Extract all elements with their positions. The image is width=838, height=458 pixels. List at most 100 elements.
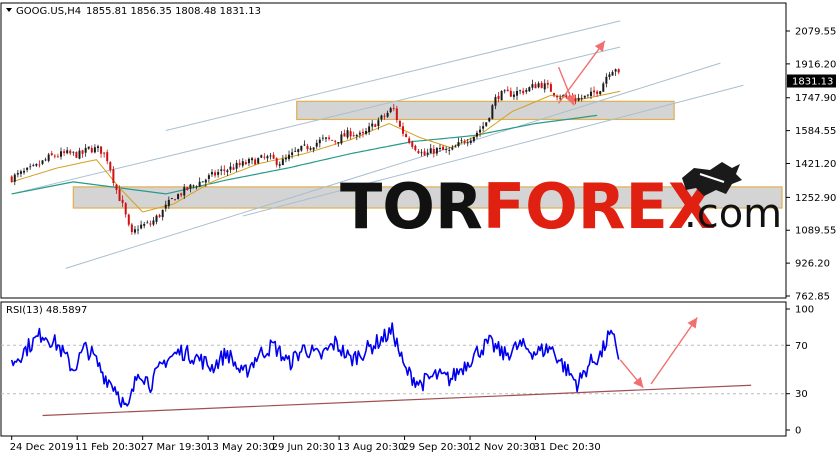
candle-body xyxy=(238,163,241,165)
candle xyxy=(494,94,497,110)
candle xyxy=(599,90,602,96)
candle-body xyxy=(479,129,482,133)
candle-body xyxy=(112,169,115,184)
candle xyxy=(93,144,96,154)
candle xyxy=(309,146,312,151)
candle xyxy=(278,161,281,169)
candle xyxy=(19,169,22,178)
time-tick-label: 31 Dec 20:30 xyxy=(534,442,601,453)
candle xyxy=(460,137,463,144)
zones-layer xyxy=(72,100,783,209)
candle-body xyxy=(158,214,161,217)
candle xyxy=(343,129,346,137)
candle-body xyxy=(315,142,318,147)
candle-body xyxy=(580,97,583,99)
candle-body xyxy=(288,154,291,160)
candle-body xyxy=(472,137,475,142)
candle xyxy=(516,86,519,101)
candle-body xyxy=(75,152,78,158)
collapse-triangle-icon[interactable] xyxy=(6,8,12,12)
candle-body xyxy=(152,220,155,225)
candle xyxy=(10,175,13,183)
candle-body xyxy=(137,229,140,231)
candle xyxy=(605,73,608,88)
candle xyxy=(543,79,546,93)
candle xyxy=(29,163,32,170)
candle xyxy=(201,181,204,183)
candle-body xyxy=(251,158,254,161)
candle xyxy=(269,152,272,160)
candle xyxy=(371,120,374,131)
candle xyxy=(223,165,226,176)
candle xyxy=(35,163,38,167)
candle-body xyxy=(66,150,69,154)
time-tick-label: 27 Mar 19:30 xyxy=(141,442,208,453)
candle-body xyxy=(528,87,531,92)
candle xyxy=(207,173,210,183)
price-tick-label: 1747.90 xyxy=(795,93,836,104)
candle-body xyxy=(90,148,93,153)
symbol-label: GOOG.US,H4 xyxy=(16,6,81,17)
candle-body xyxy=(503,90,506,92)
candle-body xyxy=(257,158,260,164)
candle-body xyxy=(605,76,608,84)
candle-body xyxy=(321,137,324,139)
candle-body xyxy=(429,148,432,154)
candle xyxy=(349,127,352,140)
candle xyxy=(198,177,201,187)
time-tick-label: 11 Feb 20:30 xyxy=(75,442,141,453)
current-price-text: 1831.13 xyxy=(792,76,833,87)
candle-body xyxy=(312,147,315,150)
candle-body xyxy=(103,152,106,154)
candle xyxy=(41,160,44,166)
candle-body xyxy=(420,152,423,154)
candle xyxy=(133,226,136,235)
candles-layer xyxy=(10,68,620,235)
candle xyxy=(411,140,414,149)
candle xyxy=(23,167,26,175)
candle-body xyxy=(349,131,352,137)
candle-body xyxy=(81,150,84,154)
candle-body xyxy=(466,142,469,144)
candle-body xyxy=(371,123,374,127)
candle-body xyxy=(186,187,189,190)
candle xyxy=(260,154,263,159)
candle-body xyxy=(340,134,343,144)
candle xyxy=(272,152,275,160)
candle xyxy=(60,147,63,160)
chart-header: GOOG.US,H4 1855.81 1856.35 1808.48 1831.… xyxy=(6,6,261,17)
candle xyxy=(608,71,611,80)
candle-body xyxy=(100,146,103,154)
candle xyxy=(214,170,217,178)
rsi-tick-label: 0 xyxy=(795,426,801,437)
candle xyxy=(100,146,103,158)
candle-body xyxy=(531,84,534,88)
candle-body xyxy=(180,193,183,196)
candle xyxy=(75,151,78,159)
candle xyxy=(475,130,478,140)
forecast-arrow-0 xyxy=(558,40,606,104)
candle-body xyxy=(435,148,438,154)
candle-body xyxy=(414,145,417,151)
candle xyxy=(488,117,491,123)
candle-body xyxy=(540,82,543,88)
forecast-arrow-1 xyxy=(557,66,575,106)
candle-body xyxy=(574,98,577,102)
candle-body xyxy=(109,162,112,171)
candle-body xyxy=(352,135,355,137)
candle-body xyxy=(60,151,63,157)
rsi-axis: 100 70 30 0 xyxy=(786,305,814,437)
ohlc-values: 1855.81 1856.35 1808.48 1831.13 xyxy=(86,6,261,17)
candle xyxy=(90,145,93,154)
candle-body xyxy=(210,172,213,175)
candle-body xyxy=(500,91,503,101)
candle xyxy=(506,86,509,92)
candle xyxy=(589,87,592,99)
candle-body xyxy=(525,89,528,92)
candle xyxy=(226,168,229,176)
candle xyxy=(186,186,189,191)
candle xyxy=(519,89,522,95)
candle xyxy=(596,89,599,97)
candle xyxy=(365,127,368,136)
